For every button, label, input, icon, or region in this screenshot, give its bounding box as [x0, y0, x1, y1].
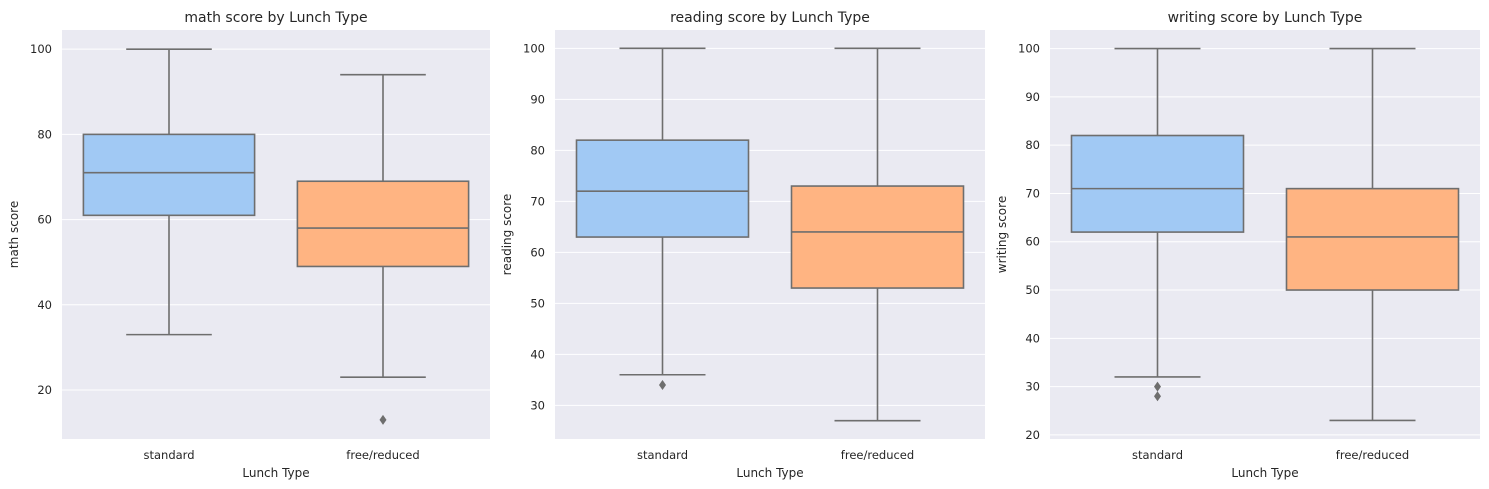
chart-panel-1: 20 40 60 80 100 math score by Lunch Type Lunch…	[7, 10, 490, 480]
y-axis-label: writing score	[995, 196, 1009, 273]
iqr-box	[296, 180, 470, 268]
chart-panel-3: 20 30 40 50 60 70 80 90 100 writing score by Lunc…	[995, 10, 1480, 480]
y-tick-label: 100	[30, 42, 52, 56]
outlier-point	[1154, 391, 1161, 402]
box-free-reduced	[1285, 47, 1460, 422]
box-standard	[82, 48, 256, 336]
y-tick-label: 60	[1025, 235, 1040, 249]
chart-title: writing score by Lunch Type	[1168, 10, 1363, 26]
x-tick-label: standard	[143, 448, 194, 462]
y-tick-label: 30	[1025, 380, 1040, 394]
y-tick-label: 40	[37, 298, 52, 312]
outlier-point	[659, 379, 666, 390]
y-tick-label: 90	[1025, 90, 1040, 104]
outlier-point	[379, 414, 387, 425]
iqr-box	[575, 139, 750, 238]
x-axis-label: Lunch Type	[1231, 466, 1298, 480]
x-axis-label: Lunch Type	[242, 466, 309, 480]
x-tick-label: free/reduced	[1336, 448, 1409, 462]
x-tick-label: standard	[1132, 448, 1183, 462]
box-free-reduced	[790, 47, 965, 422]
y-tick-label: 20	[37, 383, 52, 397]
y-tick-label: 80	[530, 143, 545, 157]
y-axis-label: reading score	[500, 194, 514, 276]
y-tick-label: 50	[530, 296, 545, 310]
x-tick-label: free/reduced	[346, 448, 419, 462]
y-tick-label: 90	[530, 92, 545, 106]
x-axis-label: Lunch Type	[736, 466, 803, 480]
iqr-box	[82, 133, 256, 217]
box-standard	[1070, 47, 1245, 402]
y-tick-label: 80	[1025, 138, 1040, 152]
iqr-box	[790, 185, 965, 289]
y-tick-label: 70	[530, 194, 545, 208]
outlier-point	[1154, 381, 1161, 392]
iqr-box	[1285, 187, 1460, 291]
iqr-box	[1070, 134, 1245, 233]
x-tick-label: standard	[637, 448, 688, 462]
y-tick-label: 70	[1025, 186, 1040, 200]
x-tick-label: free/reduced	[841, 448, 914, 462]
box-standard	[575, 47, 750, 390]
y-tick-label: 80	[37, 127, 52, 141]
y-tick-label: 40	[1025, 331, 1040, 345]
y-tick-label: 60	[37, 213, 52, 227]
chart-panel-2: 30 40 50 60 70 80 90 100 reading score by Lunch …	[500, 10, 985, 480]
y-tick-label: 30	[530, 398, 545, 412]
y-tick-label: 40	[530, 347, 545, 361]
y-tick-label: 100	[1018, 42, 1040, 56]
y-tick-label: 60	[530, 245, 545, 259]
chart-title: reading score by Lunch Type	[670, 10, 870, 26]
chart-title: math score by Lunch Type	[184, 10, 367, 26]
y-tick-label: 20	[1025, 428, 1040, 442]
y-tick-label: 50	[1025, 283, 1040, 297]
box-free-reduced	[296, 73, 470, 425]
y-axis-label: math score	[7, 201, 21, 268]
y-tick-label: 100	[523, 41, 545, 55]
